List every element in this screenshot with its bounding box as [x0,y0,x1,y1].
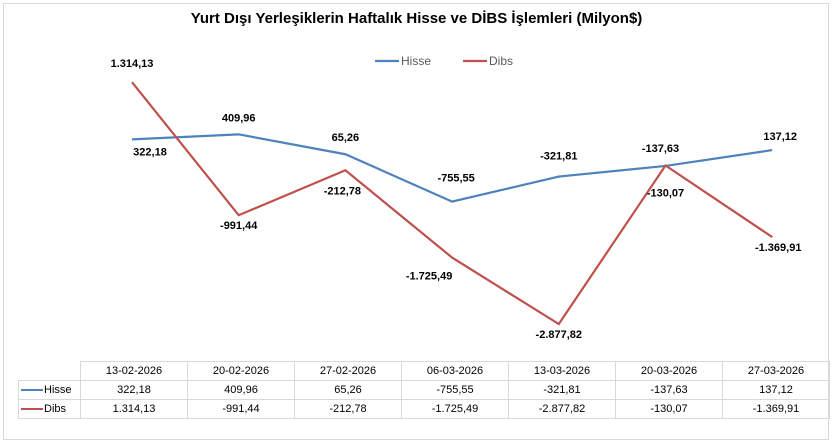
data-label: -321,81 [540,151,577,163]
legend-key [21,389,43,392]
data-label: -755,55 [437,173,474,185]
table-cell: -991,44 [187,399,295,419]
table-cell: -137,63 [615,380,723,400]
category-label: 13-02-2026 [80,361,188,381]
data-table: 13-02-2026 20-02-2026 27-02-2026 06-03-2026… [18,361,830,419]
chart-frame [3,3,829,440]
data-label: 65,26 [332,132,360,144]
table-cell: -1.725,49 [401,399,509,419]
data-label: 137,12 [763,131,797,143]
table-cell: 1.314,13 [80,399,188,419]
table-corner [18,361,81,381]
table-cell: 137,12 [722,380,830,400]
data-label: -1.369,91 [755,242,801,254]
category-label: 06-03-2026 [401,361,509,381]
table-cell: -130,07 [615,399,723,419]
table-cell: 322,18 [80,380,188,400]
chart-title: Yurt Dışı Yerleşiklerin Haftalık Hisse v… [190,10,643,27]
table-cell: 65,26 [294,380,402,400]
data-label: 1.314,13 [111,58,154,70]
series-name: Hisse [18,380,81,400]
table-cell: -755,55 [401,380,509,400]
legend-key [21,408,43,411]
category-label: 13-03-2026 [508,361,616,381]
table-cell: -321,81 [508,380,616,400]
data-label: -130,07 [647,188,684,200]
table-cell: 409,96 [187,380,295,400]
data-label: -212,78 [324,185,361,197]
data-label: -2.877,82 [536,329,582,341]
category-label: 27-03-2026 [722,361,830,381]
table-header-row: 13-02-2026 20-02-2026 27-02-2026 06-03-2026… [18,361,830,381]
table-row: Hisse 322,18 409,96 65,26 -755,55 -321,81 -137… [18,380,830,400]
table-cell: -1.369,91 [722,399,830,419]
series-line-dibs [131,81,773,326]
table-cell: -2.877,82 [508,399,616,419]
data-label: -137,63 [642,143,679,155]
legend-label: Hisse [401,54,431,68]
category-label: 20-03-2026 [615,361,723,381]
category-label: 27-02-2026 [294,361,402,381]
data-label: 409,96 [222,112,256,124]
series-name: Dibs [18,399,81,419]
data-label: -1.725,49 [406,271,452,283]
table-row: Dibs 1.314,13 -991,44 -212,78 -1.725,49 -2.87… [18,399,830,419]
legend-label: Dibs [489,54,513,68]
category-label: 20-02-2026 [187,361,295,381]
table-cell: -212,78 [294,399,402,419]
data-label: 322,18 [133,146,167,158]
series-label: Hisse [44,384,72,396]
data-label: -991,44 [220,220,258,232]
series-label: Dibs [44,403,67,415]
